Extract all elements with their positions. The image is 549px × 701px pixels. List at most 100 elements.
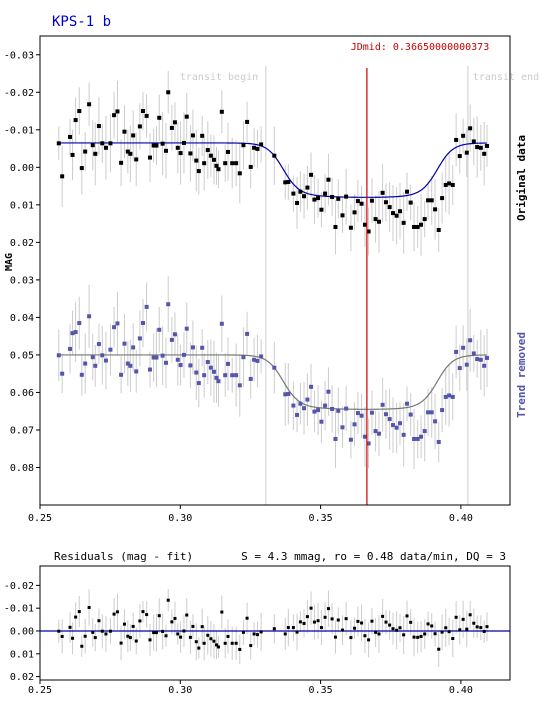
trend-point [184,326,189,331]
original-point [108,141,113,146]
residual-point [472,621,476,625]
original-point [390,211,395,216]
trend-point [468,338,473,343]
original-point [468,126,473,131]
residual-point [255,633,259,637]
original-point [194,158,199,163]
trend-point [415,436,420,441]
residual-point [430,624,434,628]
trend-point [223,373,228,378]
trend-point [208,365,213,370]
residual-point [323,615,327,619]
trend-point [387,417,392,422]
trend-point [83,361,88,366]
original-point [166,90,171,95]
original-point [454,137,459,142]
trend-point [122,341,127,346]
original-point [93,151,98,156]
trend-point [108,347,113,352]
residual-point [93,636,97,640]
residual-point [412,635,416,639]
residual-point [465,627,469,631]
residual-point [482,629,486,633]
trend-point [68,346,73,351]
trend-point [147,367,152,372]
residual-point [440,630,444,634]
original-point [355,199,360,204]
trend-point [340,425,345,430]
trend-point [373,429,378,434]
original-point [112,113,117,118]
residual-point [131,624,135,628]
trend-point [316,408,321,413]
residual-point [126,634,130,638]
trend-point [255,358,260,363]
original-point [134,157,139,162]
y-tick-label: 0.06 [10,388,34,399]
original-point [196,169,201,174]
original-point [401,220,406,225]
original-point [178,151,183,156]
original-point [151,143,156,148]
original-point [426,198,431,203]
residual-point [330,617,334,621]
residual-point [426,622,430,626]
residual-point [419,634,423,638]
residual-point [485,625,489,629]
trend-point [376,431,381,436]
original-point [461,133,466,138]
residual-point [173,616,177,620]
original-point [100,141,105,146]
residual-point [60,634,64,638]
residual-point [77,610,81,614]
original-point [429,198,434,203]
trend-point [70,331,75,336]
original-point [163,148,168,153]
trend-point [461,345,466,350]
y-tick-label: 0.05 [10,350,34,361]
trend-point [450,394,455,399]
trend-point [245,331,250,336]
residual-point [353,626,357,630]
residual-point [344,617,348,621]
original-point [272,153,277,158]
original-point [255,146,260,151]
trend-point [166,302,171,307]
residual-point [409,620,413,624]
trend-point [383,412,388,417]
residual-point [367,638,371,642]
original-point [157,115,162,120]
original-point [190,133,195,138]
trend-point [134,369,139,374]
trend-point [369,410,374,415]
residuals-stats: S = 4.3 mmag, ro = 0.48 data/min, DQ = 3 [241,550,506,563]
residual-point [416,635,420,639]
y-tick-label: -0.01 [4,125,34,136]
trend-point [484,355,489,360]
residual-point [197,646,201,650]
trend-point [96,342,101,347]
original-point [394,213,399,218]
residual-point [209,637,213,641]
x-tick-label: 0.35 [309,513,333,524]
transit-begin-label: transit begin [180,72,258,83]
residual-point [115,610,119,614]
trend-point [56,353,61,358]
residual-point [283,632,287,636]
original-point [450,182,455,187]
residual-point [238,647,242,651]
residual-point [349,636,353,640]
original-point [471,139,476,144]
original-point [373,217,378,222]
residual-point [80,644,84,648]
main-plot: -0.03 -0.02 -0.01 0.00 0.01 0.02 0.03 0.04 0.05 0… [4,50,489,524]
residual-point [291,626,295,630]
trend-point [202,373,207,378]
residuals-plot: -0.02 -0.01 0.00 0.01 0.02 0.25 0.30 0.35 0.40 [4,581,510,696]
residual-x-tick-label: 0.25 [28,685,52,696]
original-point [369,198,374,203]
original-point [478,145,483,150]
trend-point [323,403,328,408]
trend-point [216,379,221,384]
residual-point [252,632,256,636]
